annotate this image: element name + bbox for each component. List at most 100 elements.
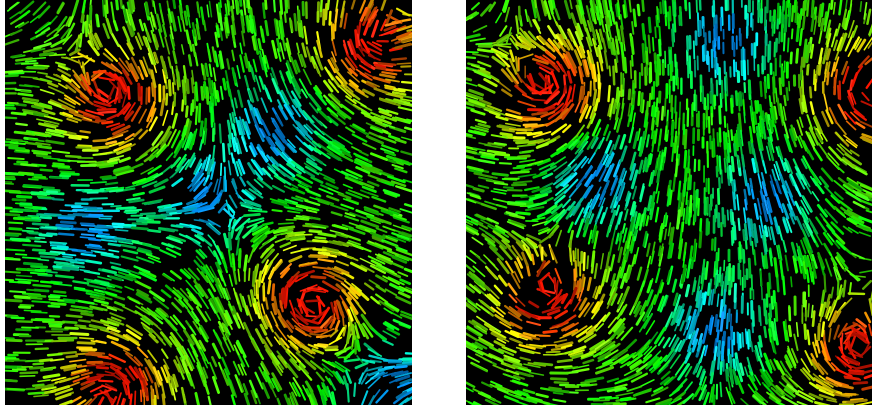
streak: [643, 44, 644, 61]
streak: [352, 0, 355, 9]
streak: [48, 354, 61, 355]
streak: [406, 353, 412, 354]
streak: [35, 238, 44, 239]
streak: [532, 255, 534, 264]
streak: [245, 394, 248, 404]
streak: [665, 229, 667, 239]
streak: [126, 210, 142, 211]
streak: [696, 0, 697, 12]
streak: [738, 128, 740, 146]
streak: [473, 54, 488, 57]
streak: [572, 14, 576, 25]
streak: [98, 109, 116, 110]
streak: [668, 13, 669, 29]
streak: [623, 224, 625, 233]
streak: [481, 393, 489, 397]
streak: [112, 34, 119, 46]
streak: [854, 202, 864, 207]
streak: [330, 12, 331, 25]
streak: [209, 79, 211, 93]
streak: [647, 102, 648, 115]
streak: [537, 394, 548, 397]
streak: [26, 361, 39, 362]
streak: [514, 168, 524, 169]
streak: [141, 213, 155, 214]
streak: [53, 244, 62, 245]
streak: [101, 176, 111, 177]
streak: [862, 93, 868, 100]
streak: [42, 187, 54, 188]
streak: [731, 212, 732, 222]
streak: [656, 328, 665, 343]
streak: [51, 177, 62, 178]
streak: [41, 217, 51, 218]
streak: [237, 66, 240, 78]
streak: [720, 383, 721, 397]
streak: [29, 139, 44, 141]
streak: [17, 276, 32, 277]
streak: [295, 218, 309, 220]
streak: [111, 3, 114, 20]
streak: [741, 399, 753, 405]
streak: [496, 13, 502, 22]
streak: [34, 65, 48, 66]
streak: [396, 186, 411, 191]
streak: [17, 321, 31, 322]
streak: [778, 99, 780, 115]
streak: [189, 56, 191, 66]
streak: [47, 234, 56, 235]
streak: [32, 193, 49, 194]
streak: [826, 259, 832, 276]
streak: [214, 68, 216, 81]
streak: [500, 163, 511, 164]
streak: [88, 247, 105, 249]
streak: [839, 0, 841, 14]
streak: [527, 322, 540, 325]
streak: [684, 182, 685, 196]
streak: [685, 151, 686, 167]
streak: [739, 219, 740, 230]
streak: [675, 3, 676, 16]
streak: [107, 142, 116, 144]
streak: [245, 109, 249, 122]
streak: [245, 76, 248, 87]
streak: [504, 187, 513, 188]
streak: [684, 209, 685, 220]
streak: [115, 230, 127, 231]
streak: [740, 93, 741, 106]
streak: [121, 245, 135, 248]
streak: [5, 182, 12, 183]
streak: [82, 373, 92, 376]
streak: [655, 27, 656, 37]
streak: [745, 200, 746, 210]
streak: [594, 90, 596, 105]
streak: [38, 380, 50, 382]
streak: [179, 0, 180, 5]
streak: [755, 204, 758, 218]
streak: [466, 387, 473, 392]
streak: [61, 222, 75, 223]
streak: [111, 263, 121, 265]
streak: [787, 88, 788, 100]
streak: [479, 85, 494, 92]
streak: [16, 254, 27, 255]
streak: [516, 86, 526, 94]
streak: [613, 67, 614, 85]
streak: [805, 351, 812, 365]
streak: [310, 334, 320, 335]
streak: [88, 365, 105, 366]
streak: [621, 86, 622, 96]
streak: [24, 185, 41, 186]
streak: [797, 217, 802, 229]
streak: [83, 23, 84, 33]
streak: [393, 263, 403, 267]
streak: [52, 40, 65, 47]
streak: [865, 374, 872, 378]
streak: [829, 147, 841, 160]
streak: [676, 159, 678, 176]
streak: [240, 178, 245, 186]
streak: [233, 125, 235, 135]
streak: [285, 12, 286, 22]
streak: [229, 233, 230, 249]
streak: [784, 96, 785, 105]
